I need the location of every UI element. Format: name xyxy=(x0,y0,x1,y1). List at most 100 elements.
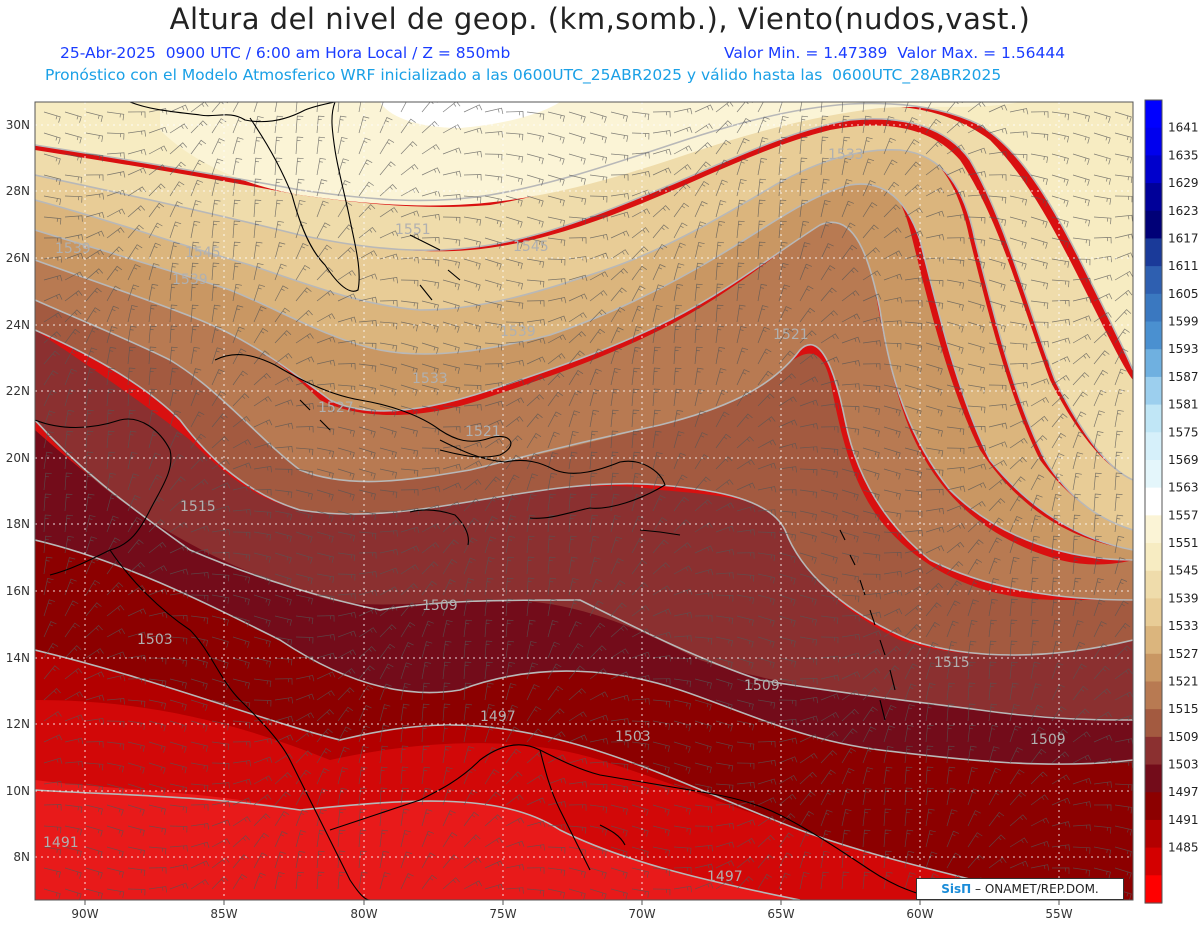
wind-barb xyxy=(358,571,378,578)
wind-barb xyxy=(526,619,536,638)
wind-barb xyxy=(505,577,514,596)
wind-barb xyxy=(820,850,830,869)
wind-barb xyxy=(652,388,661,407)
wind-barb xyxy=(946,258,965,267)
wind-barb xyxy=(967,405,986,414)
wind-barb xyxy=(1030,556,1039,575)
wind-barb xyxy=(442,854,459,869)
wind-barb xyxy=(463,517,480,533)
wind-barb xyxy=(799,657,818,666)
wind-barb xyxy=(484,419,504,428)
wind-barb xyxy=(337,468,355,480)
wind-barb xyxy=(547,216,566,227)
wind-barb xyxy=(190,283,199,302)
wind-barb xyxy=(841,426,860,436)
wind-barb xyxy=(64,328,81,344)
wind-barb xyxy=(127,346,136,365)
wind-barb xyxy=(379,787,388,806)
wind-barb xyxy=(1072,777,1092,785)
wind-barb xyxy=(274,446,293,453)
wind-barb xyxy=(484,883,504,891)
wind-barb xyxy=(694,568,714,576)
wind-barb xyxy=(883,297,903,304)
wind-barb xyxy=(988,237,1006,248)
wind-barb xyxy=(799,376,819,386)
wind-barb xyxy=(946,405,965,416)
wind-barb xyxy=(547,577,557,596)
wind-barb xyxy=(757,657,775,669)
wind-barb xyxy=(904,766,913,785)
wind-barb xyxy=(526,598,535,617)
wind-barb xyxy=(673,542,692,554)
wind-barb xyxy=(484,640,493,659)
wind-barb xyxy=(379,426,397,438)
wind-barb xyxy=(1072,352,1091,365)
wind-barb xyxy=(421,504,441,512)
wind-barb xyxy=(694,657,713,667)
wind-barb xyxy=(337,405,356,415)
wind-barb xyxy=(736,781,755,789)
wind-barb xyxy=(400,602,417,617)
wind-barb xyxy=(505,556,515,575)
wind-barb xyxy=(148,846,167,855)
lon-label: 85W xyxy=(210,907,237,921)
wind-barb xyxy=(463,880,483,890)
wind-barb xyxy=(1093,293,1113,302)
wind-barb xyxy=(295,712,315,722)
wind-barb xyxy=(1051,577,1060,596)
wind-barb xyxy=(589,409,600,428)
wind-barb xyxy=(694,825,713,833)
wind-barb xyxy=(883,645,901,659)
wind-barb xyxy=(169,221,182,239)
wind-barb xyxy=(526,888,545,897)
wind-barb xyxy=(379,745,389,764)
wind-barb xyxy=(631,170,651,178)
wind-barb xyxy=(568,867,586,878)
wind-barb xyxy=(1009,495,1025,512)
wind-barb xyxy=(1051,356,1071,365)
wind-barb xyxy=(43,111,61,123)
wind-barb xyxy=(946,447,965,455)
credit-org: ONAMET/REP.DOM. xyxy=(984,882,1099,896)
wind-barb xyxy=(547,278,566,285)
wind-barb xyxy=(946,144,965,155)
wind-barb xyxy=(43,472,52,491)
wind-barb xyxy=(85,367,96,386)
wind-barb xyxy=(148,804,166,815)
wind-barb xyxy=(820,333,839,344)
wind-barb xyxy=(127,367,136,386)
wind-barb xyxy=(925,507,945,515)
wind-barb xyxy=(673,825,692,835)
wind-barb xyxy=(1030,640,1040,659)
wind-barb xyxy=(421,542,440,554)
wind-barb xyxy=(736,552,755,559)
wind-barb xyxy=(904,161,921,176)
wind-barb xyxy=(715,502,735,512)
wind-barb xyxy=(106,628,126,638)
wind-barb xyxy=(127,244,143,260)
wind-barb xyxy=(106,388,115,407)
wind-barb xyxy=(1009,381,1029,389)
wind-barb xyxy=(379,405,397,417)
wind-barb xyxy=(274,178,283,197)
wind-barb xyxy=(799,353,818,365)
wind-barb xyxy=(1072,153,1090,165)
wind-barb xyxy=(799,594,817,606)
wind-barb xyxy=(988,811,1005,827)
wind-barb xyxy=(64,271,84,281)
wind-barb xyxy=(946,426,965,436)
wind-barb xyxy=(85,514,96,533)
wind-barb xyxy=(925,724,934,743)
wind-barb xyxy=(274,510,293,521)
wind-barb xyxy=(337,270,356,281)
wind-barb xyxy=(316,383,335,390)
wind-barb xyxy=(631,605,650,617)
wind-barb xyxy=(1093,621,1107,638)
wind-barb xyxy=(316,468,334,480)
wind-barb xyxy=(232,348,247,365)
wind-barb xyxy=(631,409,640,428)
wind-barb xyxy=(358,296,378,304)
wind-barb xyxy=(1114,252,1133,260)
wind-barb xyxy=(169,636,188,645)
wind-barb xyxy=(610,268,628,281)
